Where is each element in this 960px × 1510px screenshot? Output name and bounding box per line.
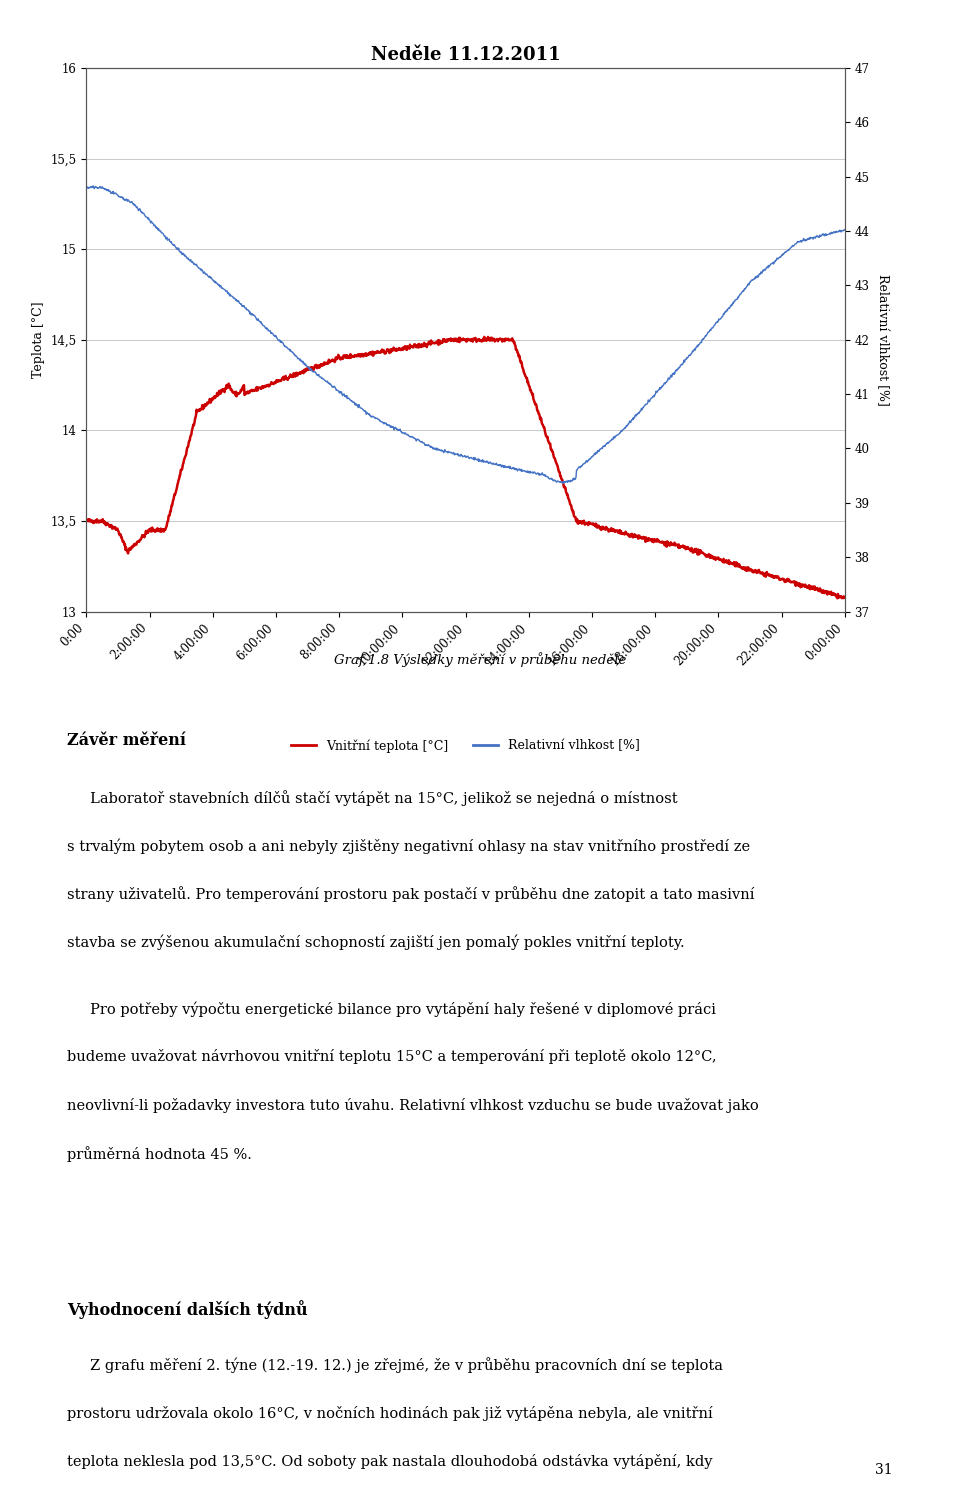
Y-axis label: Relativní vlhkost [%]: Relativní vlhkost [%] xyxy=(876,273,889,406)
Text: 31: 31 xyxy=(876,1463,893,1477)
Text: neovlivní-li požadavky investora tuto úvahu. Relativní vlhkost vzduchu se bude u: neovlivní-li požadavky investora tuto úv… xyxy=(67,1098,759,1113)
Text: prostoru udržovala okolo 16°C, v nočních hodinách pak již vytápěna nebyla, ale v: prostoru udržovala okolo 16°C, v nočních… xyxy=(67,1406,713,1421)
Legend: Vnitřní teplota [°C], Relativní vlhkost [%]: Vnitřní teplota [°C], Relativní vlhkost … xyxy=(286,734,645,758)
Text: Graf 1.8 Výsledky měření v průběhu neděle: Graf 1.8 Výsledky měření v průběhu neděl… xyxy=(334,652,626,667)
Text: teplota neklesla pod 13,5°C. Od soboty pak nastala dlouhodobá odstávka vytápění,: teplota neklesla pod 13,5°C. Od soboty p… xyxy=(67,1454,712,1469)
Y-axis label: Teplota [°C]: Teplota [°C] xyxy=(32,302,45,378)
Text: strany uživatelů. Pro temperování prostoru pak postačí v průběhu dne zatopit a t: strany uživatelů. Pro temperování prosto… xyxy=(67,886,755,903)
Text: budeme uvažovat návrhovou vnitřní teplotu 15°C a temperování při teplotě okolo 1: budeme uvažovat návrhovou vnitřní teplot… xyxy=(67,1049,717,1065)
Title: Neděle 11.12.2011: Neděle 11.12.2011 xyxy=(371,45,561,63)
Text: Laboratoř stavebních dílčů stačí vytápět na 15°C, jelikož se nejedná o místnost: Laboratoř stavebních dílčů stačí vytápět… xyxy=(67,790,678,806)
Text: Z grafu měření 2. týne (12.-19. 12.) je zřejmé, že v průběhu pracovních dní se t: Z grafu měření 2. týne (12.-19. 12.) je … xyxy=(67,1357,723,1374)
Text: Závěr měření: Závěr měření xyxy=(67,732,186,749)
Text: Vyhodnocení dalších týdnů: Vyhodnocení dalších týdnů xyxy=(67,1300,308,1320)
Text: s trvalým pobytem osob a ani nebyly zjištěny negativní ohlasy na stav vnitřního : s trvalým pobytem osob a ani nebyly zjiš… xyxy=(67,838,751,853)
Text: průměrná hodnota 45 %.: průměrná hodnota 45 %. xyxy=(67,1146,252,1163)
Text: Pro potřeby výpočtu energetické bilance pro vytápění haly řešené v diplomové prá: Pro potřeby výpočtu energetické bilance … xyxy=(67,1001,716,1016)
Text: stavba se zvýšenou akumulační schopností zajiští jen pomalý pokles vnitřní teplo: stavba se zvýšenou akumulační schopností… xyxy=(67,935,684,950)
